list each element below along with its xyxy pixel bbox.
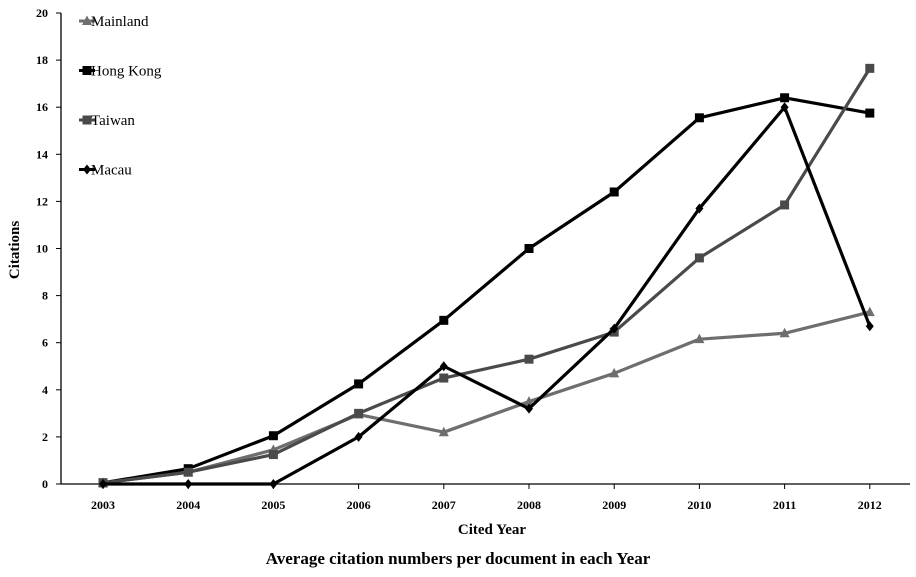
x-axis-title: Cited Year xyxy=(458,522,527,538)
data-point-macau xyxy=(610,323,619,334)
y-tick-label: 0 xyxy=(42,477,48,491)
y-tick-label: 20 xyxy=(36,6,48,20)
legend-marker-taiwan xyxy=(82,115,92,125)
data-point-taiwan xyxy=(694,253,704,263)
y-tick-label: 14 xyxy=(36,147,48,161)
series-line-hong-kong xyxy=(101,96,872,485)
series-line-taiwan xyxy=(101,66,872,485)
data-point-macau xyxy=(99,479,107,489)
data-point-hong-kong xyxy=(609,187,619,197)
data-point-macau xyxy=(184,479,193,489)
data-point-macau xyxy=(354,431,363,442)
legend-label-taiwan: Taiwan xyxy=(91,113,135,129)
legend-label-hong-kong: Hong Kong xyxy=(91,64,162,80)
legend-label-mainland: Mainland xyxy=(91,14,149,30)
data-point-taiwan xyxy=(183,467,193,477)
data-point-hong-kong xyxy=(439,315,449,325)
data-point-taiwan xyxy=(780,200,790,210)
data-point-mainland xyxy=(524,396,534,406)
y-tick-label: 6 xyxy=(42,336,48,350)
x-tick-label: 2003 xyxy=(91,498,115,512)
data-point-macau xyxy=(780,102,789,113)
legend-label-macau: Macau xyxy=(91,163,132,179)
x-tick-label: 2005 xyxy=(261,498,285,512)
legend-marker-mainland xyxy=(82,15,92,25)
y-tick-label: 12 xyxy=(36,194,48,208)
data-point-mainland xyxy=(864,306,875,317)
data-point-taiwan xyxy=(354,408,364,418)
legend-item-taiwan: Taiwan xyxy=(79,113,135,129)
y-axis-title: Citations xyxy=(7,221,23,280)
series-taiwan xyxy=(98,63,875,488)
series-line-mainland xyxy=(101,310,872,485)
data-point-hong-kong xyxy=(780,93,790,103)
y-tick-label: 8 xyxy=(42,289,48,303)
data-point-hong-kong xyxy=(694,113,704,123)
data-point-taiwan xyxy=(439,373,449,383)
y-tick-label: 18 xyxy=(36,53,48,67)
x-tick-label: 2004 xyxy=(176,498,200,512)
series-hong-kong xyxy=(98,93,875,488)
series-line-macau xyxy=(101,105,872,486)
y-tick-label: 2 xyxy=(42,430,48,444)
data-point-macau xyxy=(525,403,533,414)
data-point-macau xyxy=(695,203,704,214)
legend-marker-macau xyxy=(83,164,91,175)
x-tick-label: 2007 xyxy=(432,498,456,512)
x-tick-label: 2011 xyxy=(773,498,796,512)
y-tick-label: 16 xyxy=(36,100,48,114)
data-point-hong-kong xyxy=(524,244,534,253)
data-point-mainland xyxy=(438,426,449,437)
data-point-hong-kong xyxy=(268,431,278,441)
data-point-mainland xyxy=(694,333,705,344)
y-tick-label: 4 xyxy=(42,383,48,397)
data-point-taiwan xyxy=(524,354,534,364)
data-point-hong-kong xyxy=(354,379,364,389)
data-point-mainland xyxy=(779,327,790,338)
legend-item-mainland: Mainland xyxy=(79,14,149,30)
legend-marker-hong-kong xyxy=(82,66,92,75)
data-point-taiwan xyxy=(865,63,875,73)
x-tick-label: 2009 xyxy=(602,498,626,512)
legend-item-macau: Macau xyxy=(79,163,132,179)
data-point-mainland xyxy=(609,367,620,378)
figure-caption: Average citation numbers per document in… xyxy=(265,549,651,568)
x-tick-label: 2008 xyxy=(517,498,541,512)
x-tick-label: 2010 xyxy=(687,498,711,512)
x-tick-label: 2012 xyxy=(858,498,882,512)
legend-item-hong-kong: Hong Kong xyxy=(79,64,162,80)
y-tick-label: 10 xyxy=(36,242,48,256)
data-point-macau xyxy=(865,321,874,332)
data-point-taiwan xyxy=(268,450,278,460)
x-tick-label: 2006 xyxy=(347,498,371,512)
data-point-macau xyxy=(269,479,278,489)
data-point-hong-kong xyxy=(865,108,875,118)
data-point-macau xyxy=(439,361,448,372)
series-macau xyxy=(99,102,874,489)
